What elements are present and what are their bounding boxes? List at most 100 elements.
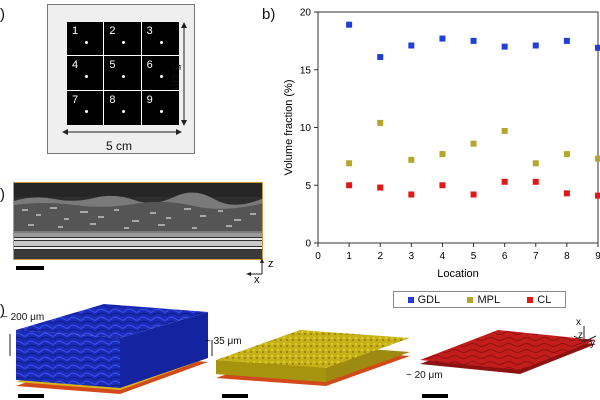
x-tick-label: 5 (471, 251, 477, 262)
cl-thickness-label: ~ 20 μm (406, 370, 443, 381)
y-tick-label: 10 (300, 123, 312, 134)
x-tick-label: 6 (502, 251, 508, 262)
grid-cell-6: 6 (141, 56, 179, 91)
data-point-gdl (563, 37, 570, 44)
chart-legend: GDL MPL CL (393, 291, 566, 308)
y-tick-label: 20 (300, 8, 312, 19)
panel-d-label: ) (0, 302, 5, 319)
legend-swatch-mpl (467, 296, 474, 303)
cl-scale-bar (422, 394, 448, 398)
sample-point (122, 109, 126, 113)
gdl-scale-bar (18, 394, 44, 398)
render-axis-x: x (576, 317, 581, 328)
data-point-cl (501, 178, 508, 185)
grid-cell-5: 5 (104, 56, 142, 91)
data-point-mpl (439, 151, 446, 158)
grid-cell-number: 2 (109, 25, 116, 37)
render-axis-z: z (578, 330, 583, 341)
x-tick-label: 3 (409, 251, 415, 262)
data-point-gdl (377, 54, 384, 61)
layer-renders (9, 304, 597, 398)
sample-point (85, 75, 88, 79)
data-point-gdl (408, 42, 415, 49)
chart-svg: 0 1 2 3 4 5 6 7 8 9 0 5 10 15 20 Location Volume fractio… (283, 8, 600, 280)
data-point-cl (563, 190, 570, 197)
data-point-mpl (408, 156, 415, 163)
data-point-gdl (439, 35, 446, 42)
data-point-mpl (595, 155, 600, 162)
data-point-cl (346, 182, 353, 189)
x-tick-label: 7 (533, 251, 539, 262)
panel-c-label: ) (0, 186, 5, 203)
mpl-render (216, 330, 410, 386)
grid-cell-2: 2 (104, 22, 142, 57)
cl-render (420, 330, 596, 374)
x-tick-label: 8 (564, 251, 570, 262)
data-point-mpl (532, 160, 539, 167)
grid-cell-number: 8 (109, 93, 116, 106)
x-tick-label: 4 (440, 251, 446, 262)
x-tick-label: 1 (346, 251, 352, 262)
grid-cell-number: 1 (72, 25, 79, 37)
legend-item-mpl: MPL (467, 294, 500, 306)
sample-point (159, 75, 163, 79)
legend-item-gdl: GDL (407, 293, 441, 306)
mpl-scale-bar (222, 394, 248, 398)
data-point-cl (595, 192, 600, 199)
data-point-gdl (595, 44, 600, 51)
data-point-mpl (563, 151, 570, 158)
sample-point (159, 109, 163, 113)
grid-cell-8: 8 (104, 90, 142, 125)
y-axis-label: Volume fraction (%) (283, 80, 295, 176)
grid-cell-number: 9 (146, 93, 153, 106)
grid-cell-number: 3 (146, 25, 153, 37)
grid-cell-3: 3 (141, 22, 179, 57)
x-tick-label: 2 (377, 251, 383, 262)
legend-swatch-cl (527, 296, 534, 303)
legend-label-mpl: MPL (477, 293, 501, 306)
height-dimension (181, 22, 187, 126)
data-point-mpl (501, 127, 508, 134)
y-tick-label: 15 (300, 65, 312, 76)
sem-axis-x: x (254, 274, 260, 286)
width-dimension (62, 129, 182, 135)
sample-point (85, 109, 88, 113)
height-label: 5 cm (169, 64, 183, 91)
data-point-mpl (377, 119, 384, 126)
data-point-gdl (346, 21, 353, 28)
sample-point (122, 75, 126, 79)
grid-cell-1: 1 (67, 22, 105, 57)
data-point-gdl (532, 42, 539, 49)
x-axis-label: Location (437, 268, 479, 280)
grid-cell-number: 7 (72, 93, 79, 106)
legend-item-cl: CL (527, 294, 551, 306)
panel-b-label: b) (262, 6, 276, 23)
sample-point (159, 41, 163, 44)
grid-cell-number: 4 (72, 59, 79, 72)
data-point-cl (532, 178, 539, 185)
grid-cell-9: 9 (142, 91, 179, 125)
x-tick-label: 9 (595, 251, 600, 262)
x-tick-label: 0 (315, 251, 321, 262)
width-label: 5 cm (106, 139, 133, 153)
sample-point (122, 41, 126, 44)
data-point-cl (377, 184, 384, 191)
y-tick-label: 5 (305, 181, 311, 192)
data-point-mpl (346, 160, 353, 167)
data-point-cl (439, 182, 446, 189)
sample-point (85, 41, 88, 44)
sem-axes-icon (246, 258, 264, 276)
legend-label-gdl: GDL (417, 293, 441, 306)
grid-cell-7: 7 (67, 90, 105, 125)
render-axis-y: y (590, 338, 595, 349)
mpl-thickness-label: ~ 35 μm (205, 336, 242, 347)
gdl-render (16, 304, 208, 394)
panel-a-label: ) (0, 6, 5, 23)
gdl-thickness-label: ~ 200 μm (2, 312, 45, 323)
sem-cross-section-image (13, 182, 263, 260)
legend-label-cl: CL (537, 293, 552, 306)
sem-axis-z: z (268, 258, 274, 270)
grid-cell-4: 4 (67, 56, 105, 91)
data-point-gdl (501, 43, 508, 50)
data-point-cl (470, 191, 477, 198)
